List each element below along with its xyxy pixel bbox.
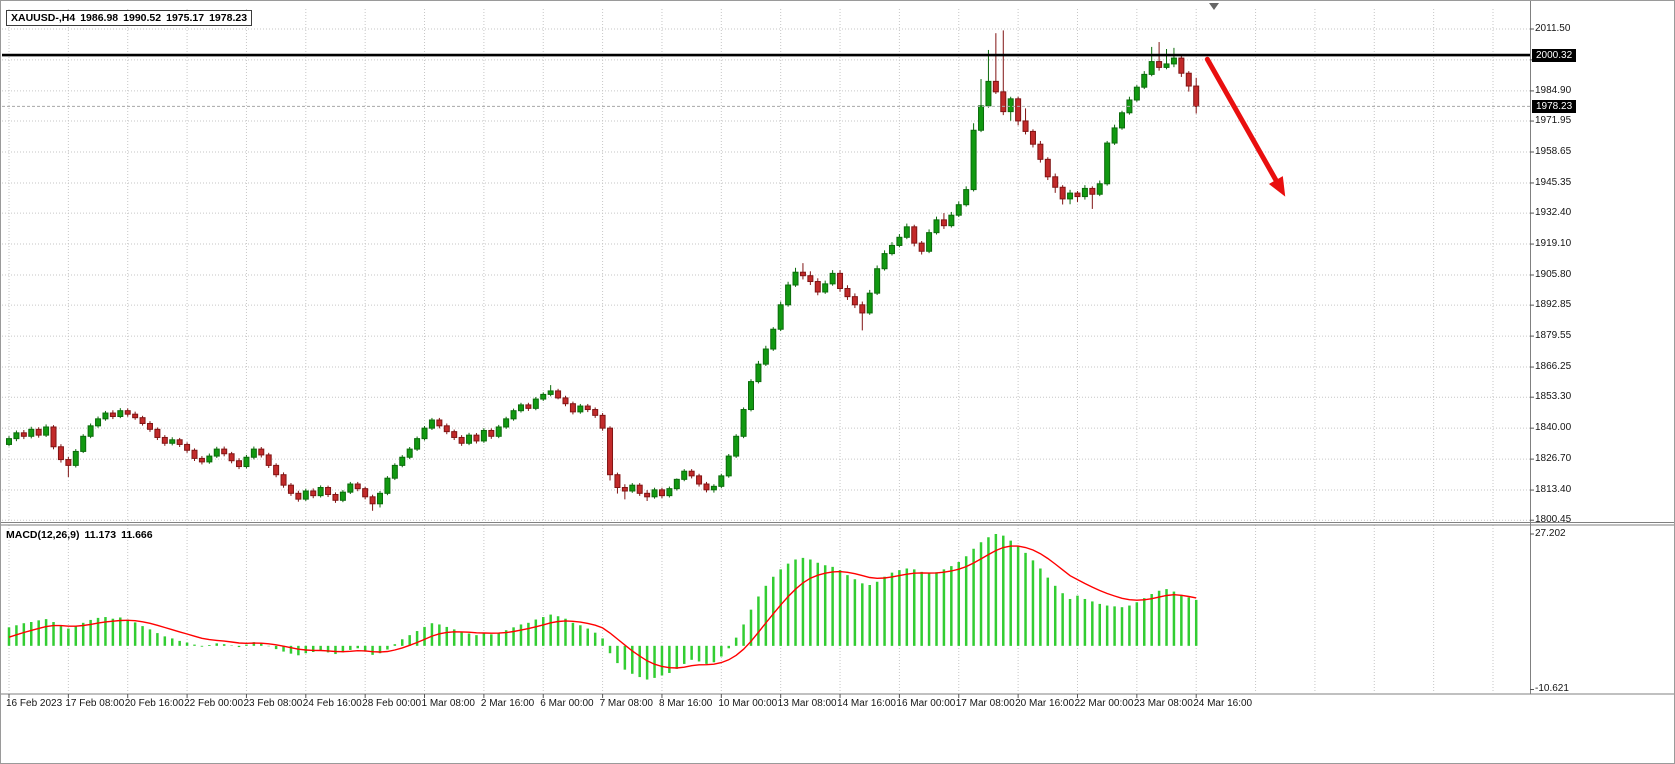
chart-shift-marker[interactable] [1209, 3, 1219, 10]
high-value: 1990.52 [123, 12, 162, 24]
close-value: 1978.23 [209, 12, 248, 24]
candles [6, 30, 1200, 511]
low-value: 1975.17 [166, 12, 205, 24]
panel-frame [1, 1, 1674, 698]
macd-indicator [7, 534, 1198, 680]
macd-indicator-label: MACD(12,26,9) 11.173 11.666 [6, 529, 158, 541]
macd-signal-line [8, 545, 1197, 669]
macd-main-value: 11.173 [84, 529, 117, 541]
symbol-timeframe-label: XAUUSD-,H4 [11, 12, 76, 24]
macd-signal-value: 11.666 [121, 529, 153, 541]
symbol-ohlc-info: XAUUSD-,H4 1986.98 1990.52 1975.17 1978.23 [6, 10, 253, 26]
open-value: 1986.98 [80, 12, 119, 24]
trend-arrow[interactable] [1204, 56, 1286, 197]
macd-name: MACD(12,26,9) [6, 529, 80, 541]
